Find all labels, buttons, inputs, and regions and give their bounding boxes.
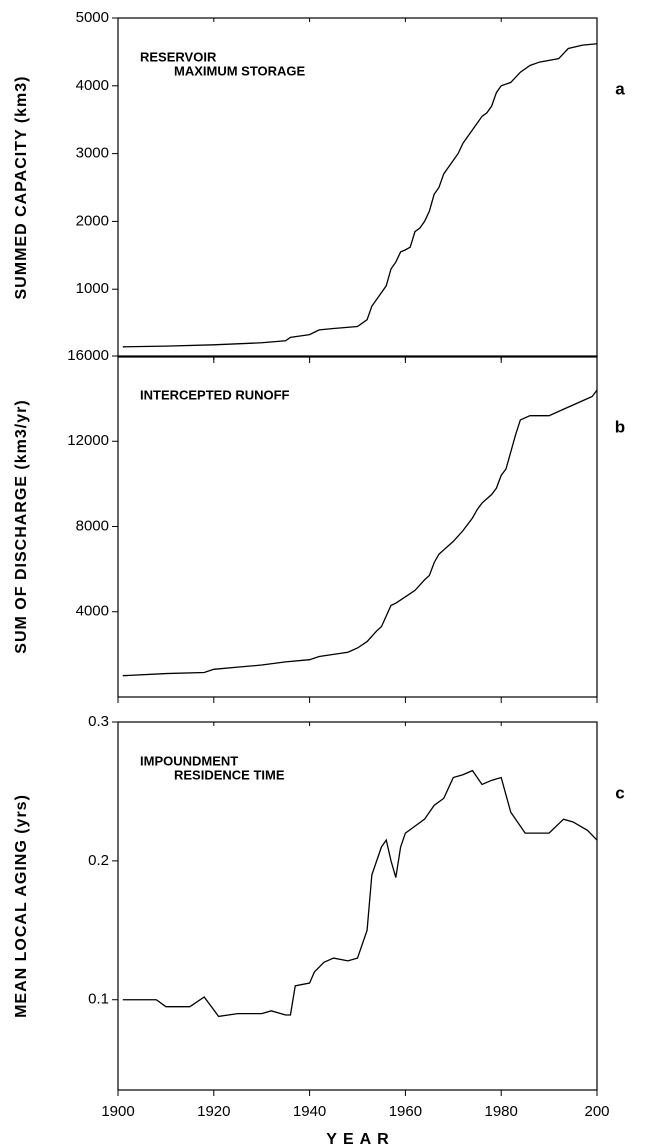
y-tick-label: 0.1 xyxy=(88,991,109,1008)
y-tick-label: 1000 xyxy=(76,280,109,297)
x-tick-label: 1960 xyxy=(389,1103,422,1120)
plot-frame xyxy=(117,721,598,1091)
y-tick-label: 4000 xyxy=(76,603,109,620)
y-tick-label: 0.3 xyxy=(88,713,109,730)
data-line xyxy=(122,769,598,1018)
annotation: MAXIMUM STORAGE xyxy=(174,63,306,78)
plot-frame xyxy=(117,355,598,698)
y-tick-label: 3000 xyxy=(76,145,109,162)
x-tick-label: 1900 xyxy=(101,1103,134,1120)
annotation: IMPOUNDMENT xyxy=(140,753,238,768)
x-tick-label: 200 xyxy=(584,1103,609,1120)
y-tick-label: 5000 xyxy=(76,9,109,26)
annotation: RESERVOIR xyxy=(140,49,217,64)
y-axis-label: SUMMED CAPACITY (km3) xyxy=(13,76,30,300)
y-tick-label: 16000 xyxy=(67,347,109,364)
x-tick-label: 1980 xyxy=(485,1103,518,1120)
y-tick-label: 4000 xyxy=(76,77,109,94)
panel-label: a xyxy=(615,79,625,98)
annotation: INTERCEPTED RUNOFF xyxy=(140,387,290,402)
panel-label: b xyxy=(615,417,625,436)
x-tick-label: 1940 xyxy=(293,1103,326,1120)
y-tick-label: 8000 xyxy=(76,517,109,534)
plot-frame xyxy=(117,17,598,358)
y-tick-label: 2000 xyxy=(76,212,109,229)
x-axis-label: YEAR xyxy=(326,1131,394,1147)
y-axis-label: MEAN LOCAL AGING (yrs) xyxy=(13,794,30,1018)
panel-label: c xyxy=(615,783,624,802)
y-tick-label: 12000 xyxy=(67,432,109,449)
y-axis-label: SUM OF DISCHARGE (km3/yr) xyxy=(13,399,30,653)
data-line xyxy=(122,389,598,677)
annotation: RESIDENCE TIME xyxy=(174,767,285,782)
data-line xyxy=(122,43,598,348)
y-tick-label: 0.2 xyxy=(88,852,109,869)
x-tick-label: 1920 xyxy=(197,1103,230,1120)
